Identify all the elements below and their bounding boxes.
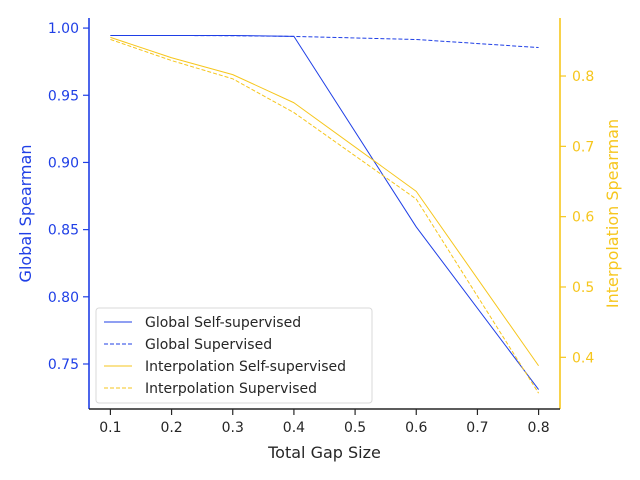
legend-label: Interpolation Self-supervised bbox=[145, 359, 346, 375]
series-line-interpolation-self-supervised bbox=[110, 36, 539, 367]
left-axis-label: Global Spearman bbox=[16, 145, 35, 283]
legend: Global Self-supervised Global Supervised I… bbox=[95, 307, 373, 404]
left-tick-label: 0.75 bbox=[48, 357, 79, 373]
series-line-interpolation-supervised bbox=[110, 38, 540, 394]
right-axis-ticks: 0.4 0.5 0.6 0.7 0.8 bbox=[560, 69, 594, 366]
legend-box bbox=[95, 307, 373, 404]
series-line-global-supervised bbox=[110, 34, 539, 49]
series-layer bbox=[110, 34, 540, 394]
left-tick-label: 0.85 bbox=[48, 223, 79, 239]
right-tick-label: 0.6 bbox=[572, 210, 594, 226]
left-tick-label: 1.00 bbox=[48, 21, 79, 37]
left-tick-label: 0.80 bbox=[48, 290, 79, 306]
right-tick-label: 0.4 bbox=[572, 350, 594, 366]
right-axis-label: Interpolation Spearman bbox=[603, 119, 622, 308]
x-tick-label: 0.4 bbox=[283, 420, 305, 436]
x-tick-label: 0.8 bbox=[527, 420, 549, 436]
x-tick-label: 0.6 bbox=[405, 420, 427, 436]
left-tick-label: 0.90 bbox=[48, 155, 79, 171]
x-tick-label: 0.7 bbox=[466, 420, 488, 436]
left-axis-ticks: 0.75 0.80 0.85 0.90 0.95 1.00 bbox=[48, 21, 89, 373]
x-tick-label: 0.2 bbox=[160, 420, 182, 436]
x-tick-label: 0.3 bbox=[222, 420, 244, 436]
left-tick-label: 0.95 bbox=[48, 88, 79, 104]
legend-label: Global Self-supervised bbox=[145, 315, 301, 331]
right-tick-label: 0.8 bbox=[572, 69, 594, 85]
x-tick-label: 0.1 bbox=[99, 420, 121, 436]
x-tick-label: 0.5 bbox=[344, 420, 366, 436]
legend-label: Global Supervised bbox=[145, 337, 272, 353]
right-tick-label: 0.7 bbox=[572, 139, 594, 155]
x-axis-ticks: 0.1 0.2 0.3 0.4 0.5 0.6 0.7 0.8 bbox=[99, 409, 550, 436]
right-tick-label: 0.5 bbox=[572, 280, 594, 296]
x-axis-label: Total Gap Size bbox=[267, 443, 381, 462]
legend-label: Interpolation Supervised bbox=[145, 381, 317, 397]
